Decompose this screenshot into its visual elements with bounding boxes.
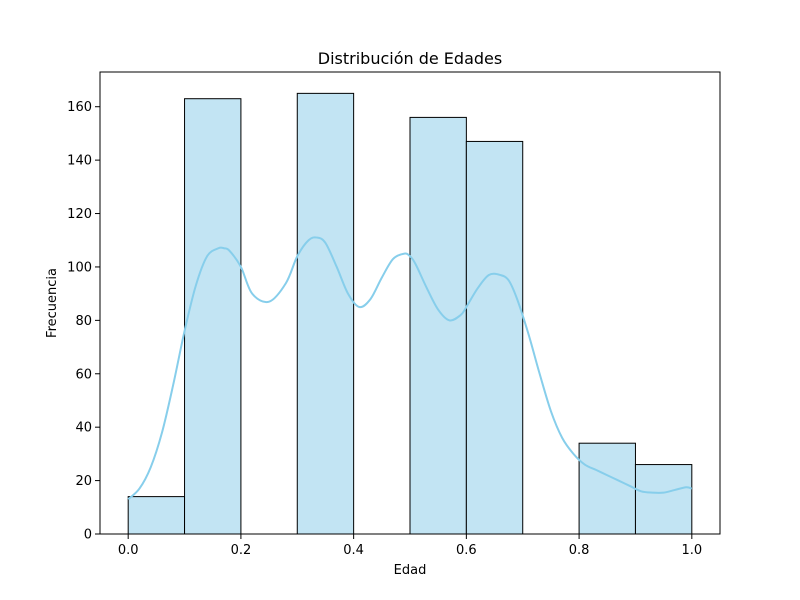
x-tick-label: 0.8	[569, 543, 590, 558]
histogram-bar-5	[409, 116, 467, 535]
y-axis-ticks: 0 20 40 60 80 100 120 140 160	[67, 100, 100, 543]
histogram-bar-6	[465, 140, 524, 535]
x-tick-label: 0.2	[231, 543, 252, 558]
y-tick-label: 160	[67, 100, 92, 115]
y-tick-label: 80	[75, 314, 92, 329]
chart-title: Distribución de Edades	[318, 49, 502, 68]
histogram-bar-9	[634, 464, 693, 535]
bars-group	[127, 92, 693, 535]
y-tick-label: 20	[75, 474, 92, 489]
y-tick-label: 120	[67, 207, 92, 222]
histogram-bar-0	[127, 496, 186, 535]
y-tick-label: 100	[67, 260, 92, 275]
x-tick-label: 0.6	[456, 543, 477, 558]
histogram-bar-3	[296, 92, 355, 535]
histogram-bar-1	[184, 98, 242, 535]
x-tick-label: 1.0	[681, 543, 702, 558]
x-axis-label: Edad	[394, 563, 427, 578]
y-tick-label: 140	[67, 154, 92, 169]
y-tick-label: 60	[75, 367, 92, 382]
x-tick-label: 0.0	[118, 543, 139, 558]
x-axis-ticks: 0.0 0.2 0.4 0.6 0.8 1.0	[118, 534, 702, 558]
y-axis-label: Frecuencia	[45, 268, 60, 338]
y-tick-label: 0	[84, 528, 92, 543]
x-tick-label: 0.4	[343, 543, 364, 558]
histogram-bar-8	[578, 442, 636, 535]
kde-curve	[127, 236, 693, 501]
y-tick-label: 40	[75, 421, 92, 436]
plot-frame	[99, 71, 721, 535]
